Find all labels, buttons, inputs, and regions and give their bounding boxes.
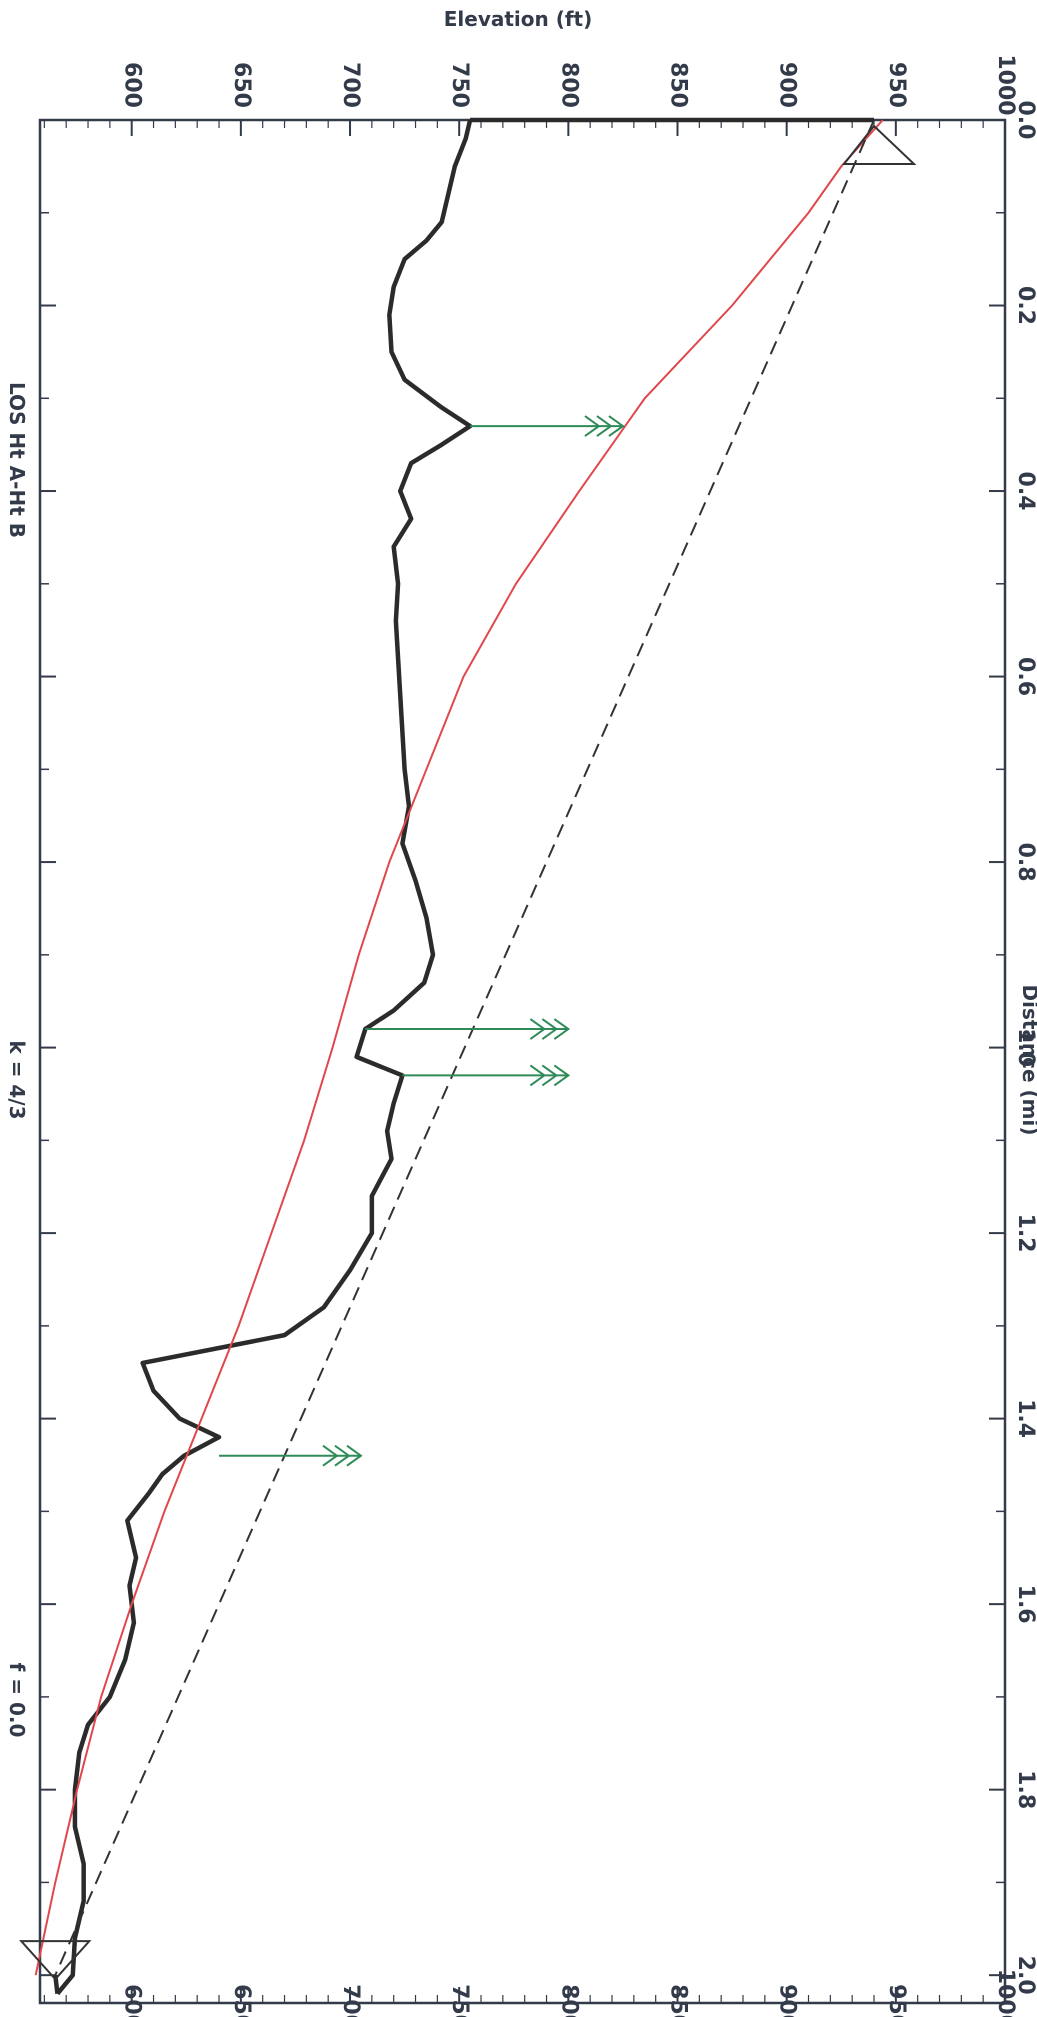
y-tick-label-left: 700 xyxy=(338,62,363,108)
obstruction-arrowhead xyxy=(541,1064,559,1087)
y-tick-label-left: 750 xyxy=(447,62,472,108)
x-tick-label: 0.6 xyxy=(1013,657,1037,696)
obstruction-arrowhead xyxy=(553,1018,571,1040)
x-axis-ticks xyxy=(40,119,1005,1977)
x-tick-label: 0.8 xyxy=(1013,843,1037,882)
x-axis-title: Distance (mi) xyxy=(1018,984,1037,1135)
y-tick-label-right: 800 xyxy=(556,1984,581,2017)
x-tick-label: 0.2 xyxy=(1013,286,1037,325)
y-tick-label-right: 600 xyxy=(120,1984,145,2017)
chart-title: LOS Ht A-Ht B xyxy=(5,382,29,538)
obstruction-arrowhead xyxy=(529,1064,547,1087)
y-tick-label-left: 800 xyxy=(556,62,581,108)
x-tick-label: 1.8 xyxy=(1013,1770,1037,1809)
x-tick-label: 1.0 xyxy=(1013,1028,1037,1067)
y-tick-label-left: 850 xyxy=(666,62,691,108)
obstruction-arrowhead xyxy=(541,1018,559,1040)
y-tick-label-left: 650 xyxy=(229,62,254,108)
y-tick-label-right: 850 xyxy=(666,1984,691,2017)
obstruction-layer xyxy=(219,415,625,1467)
x-tick-label: 0.0 xyxy=(1013,101,1037,140)
y-tick-label-left: 950 xyxy=(884,62,909,108)
terrain-line xyxy=(55,119,473,1996)
rotated-plot-group: 0.0 0.2 0.4 0.6 0.8 1.0 1.2 1.4 1.6 1.8 2.0 600 650 7… xyxy=(5,54,1037,2017)
x-tick-label: 1.2 xyxy=(1013,1214,1037,1253)
y-tick-label-right: 900 xyxy=(775,1984,800,2017)
y-tick-label-right: 750 xyxy=(447,1984,472,2017)
y-axis-title: Elevation (ft) xyxy=(444,7,593,31)
y-axis-ticks xyxy=(43,120,1006,2003)
site-marker xyxy=(19,1940,92,1981)
y-tick-label-right: 950 xyxy=(884,1984,909,2017)
x-tick-label: 1.6 xyxy=(1013,1585,1037,1624)
k-factor-label: k = 4/3 xyxy=(5,1040,29,1119)
y-tick-label-left: 600 xyxy=(120,62,145,108)
y-tick-label-right: 1000 xyxy=(993,1969,1018,2017)
y-tick-label-left: 900 xyxy=(775,62,800,108)
x-tick-label: 0.4 xyxy=(1013,472,1037,511)
x-tick-label: 2.0 xyxy=(1013,1956,1037,1995)
x-tick-label: 1.4 xyxy=(1013,1399,1037,1438)
obstruction-arrowhead xyxy=(334,1444,351,1467)
marker-layer xyxy=(19,124,917,1981)
obstruction-arrowhead xyxy=(596,415,613,437)
f-factor-label: f = 0.0 xyxy=(5,1663,29,1738)
obstruction-arrowhead xyxy=(322,1444,339,1467)
series-layer xyxy=(34,117,884,1996)
earth_curve-line xyxy=(34,119,884,1976)
los-line xyxy=(54,119,875,1976)
y-tick-label-left: 1000 xyxy=(993,54,1018,115)
y-tick-label-right: 700 xyxy=(338,1984,363,2017)
obstruction-arrowhead xyxy=(584,415,601,437)
obstruction-arrowhead xyxy=(529,1018,547,1040)
obstruction-arrowhead xyxy=(346,1444,363,1467)
site-marker xyxy=(841,124,917,165)
y-tick-label-right: 650 xyxy=(229,1984,254,2017)
plot-frame xyxy=(38,118,1007,2005)
obstruction-arrowhead xyxy=(608,415,625,437)
label-layer: 0.0 0.2 0.4 0.6 0.8 1.0 1.2 1.4 1.6 1.8 2.0 600 650 7… xyxy=(120,54,1037,2017)
obstruction-arrowhead xyxy=(553,1064,571,1087)
